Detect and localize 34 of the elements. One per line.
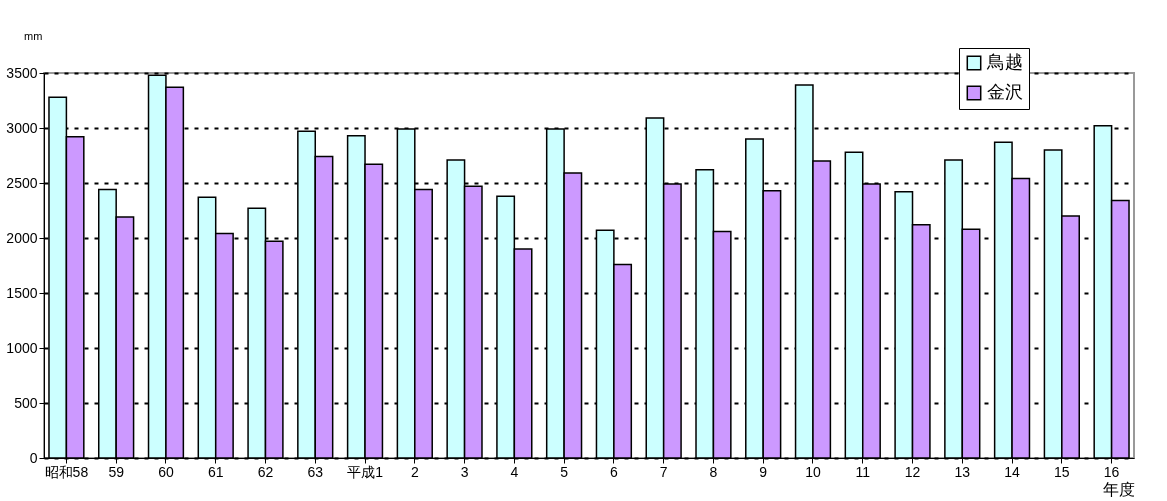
- y-tick-label: 1000: [6, 339, 38, 356]
- x-tick-label: 12: [904, 463, 921, 480]
- y-tick-label: 0: [29, 449, 38, 466]
- x-tick-label: 59: [108, 463, 125, 480]
- x-tick-label: 平成1: [347, 463, 384, 480]
- x-tick-label: 63: [307, 463, 324, 480]
- x-tick-label: 昭和58: [44, 463, 89, 480]
- y-tick-label: 500: [14, 394, 38, 411]
- legend-label: 鳥越: [986, 52, 1023, 72]
- y-axis-title: mm: [24, 29, 43, 42]
- x-tick-label: 16: [1103, 463, 1120, 480]
- legend-label: 金沢: [987, 82, 1023, 102]
- x-tick-label: 3: [460, 463, 469, 480]
- x-tick-label: 7: [659, 463, 668, 480]
- y-tick-label: 2000: [6, 229, 38, 246]
- y-tick-label: 2500: [6, 174, 38, 191]
- x-tick-label: 8: [709, 463, 718, 480]
- x-tick-label: 5: [560, 463, 569, 480]
- x-axis-title: 年度: [1102, 480, 1135, 498]
- x-tick-label: 14: [1004, 463, 1021, 480]
- x-tick-label: 13: [954, 463, 971, 480]
- x-tick-label: 9: [759, 463, 768, 480]
- x-tick-label: 61: [207, 463, 224, 480]
- x-tick-label: 6: [609, 463, 618, 480]
- x-tick-label: 62: [257, 463, 274, 480]
- x-tick-label: 60: [158, 463, 174, 480]
- x-tick-label: 15: [1054, 463, 1070, 480]
- y-tick-label: 3000: [6, 119, 38, 136]
- x-tick-label: 10: [805, 463, 821, 480]
- x-tick-label: 11: [855, 463, 871, 480]
- y-tick-label: 1500: [6, 284, 38, 301]
- x-tick-label: 2: [410, 463, 419, 480]
- y-tick-label: 3500: [6, 64, 38, 81]
- x-tick-label: 4: [510, 463, 519, 480]
